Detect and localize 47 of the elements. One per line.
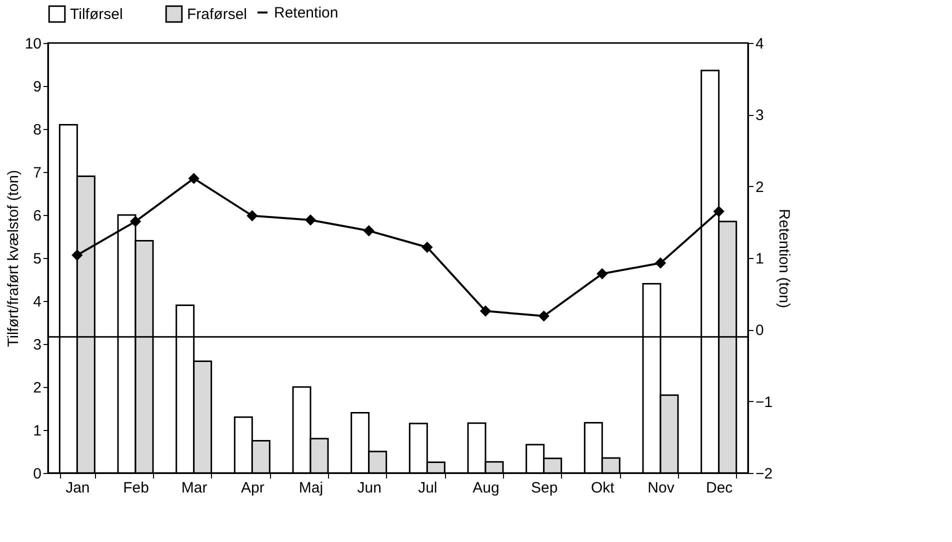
y2-tick-label: 2 [756,178,764,196]
y2-tick-label: 0 [756,322,764,340]
point [246,210,258,221]
legend-label: Retention [274,4,338,22]
y-axis-title: Tilført/fraført kvælstof (ton) [4,170,22,347]
point [596,268,608,279]
y-tick-label: 9 [33,78,42,96]
x-tick-label: Sep [530,480,558,496]
point [364,226,374,236]
legend-label: Tilførsel [70,6,123,24]
x-tick-label: Jul [418,480,438,496]
x-tick-label: Aug [472,480,500,496]
y2-tick-label: 1 [756,250,764,268]
x-tick-label: Okt [590,480,616,496]
legend-label: Fraførsel [187,6,247,24]
y-tick-label: 4 [33,294,42,310]
point [538,310,550,322]
y-tick-label: 10 [24,36,42,52]
point [130,216,141,227]
point [655,258,666,268]
x-tick-label: Jun [357,480,382,496]
y2-tick-label: 3 [756,107,764,124]
x-tick-label: Apr [240,480,264,496]
point [480,306,491,316]
point [188,173,200,184]
y-tick-label: 8 [33,122,42,138]
x-tick-label: Feb [123,480,149,496]
x-tick-label: Jan [66,480,90,496]
y-tick-label: 5 [33,250,42,268]
point [714,206,724,217]
x-tick-label: Maj [298,480,324,496]
x-tick-label: Nov [648,480,675,496]
y-tick-label: 7 [33,164,42,182]
y-tick-label: 6 [33,208,42,224]
x-tick-label: Dec [706,480,734,496]
y2-tick-label: −2 [756,466,773,482]
y-tick-label: 1 [33,422,42,440]
x-tick-label: Mar [181,480,208,496]
y2-tick-label: 4 [756,36,764,52]
y-tick-label: 2 [33,380,42,396]
y-tick-label: 3 [33,336,42,354]
point [422,242,432,252]
y2-tick-label: −1 [756,394,773,411]
point [72,250,82,260]
point [305,214,316,226]
y-tick-label: 0 [33,466,42,482]
y2-axis-title: Retention (ton) [776,208,793,308]
